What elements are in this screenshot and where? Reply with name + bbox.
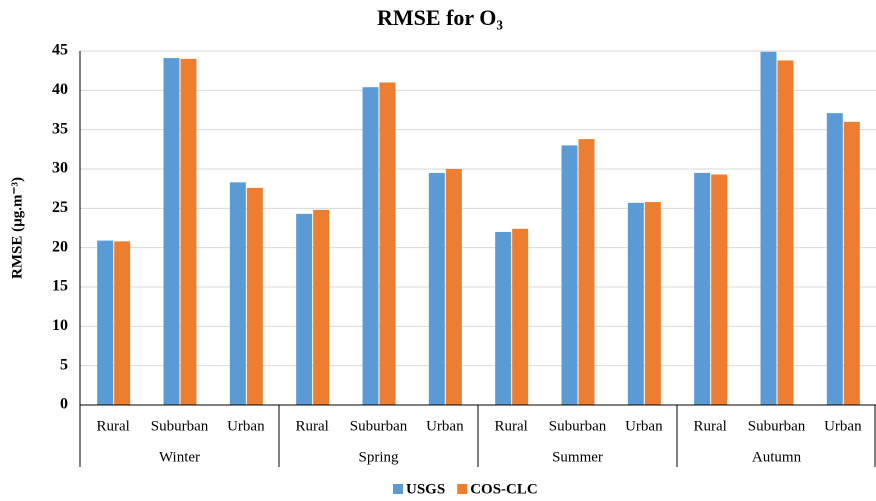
bar	[246, 187, 263, 405]
y-tick-label: 5	[60, 356, 68, 373]
group-label: Winter	[159, 449, 200, 465]
y-tick-label: 20	[52, 238, 68, 255]
bar	[578, 139, 595, 405]
x-tick-label: Suburban	[549, 418, 607, 434]
y-tick-label: 10	[52, 317, 68, 334]
y-tick-label: 0	[60, 396, 68, 413]
bar	[561, 145, 578, 405]
bar	[445, 169, 462, 405]
group-label: Spring	[358, 449, 399, 465]
bar	[362, 87, 379, 405]
x-tick-label: Rural	[296, 418, 329, 434]
y-tick-label: 35	[52, 120, 68, 137]
bar	[313, 209, 330, 405]
chart-title: RMSE for O₃	[377, 5, 503, 30]
bar	[694, 172, 711, 405]
bar	[114, 241, 131, 405]
x-tick-label: Suburban	[151, 418, 209, 434]
legend-swatch	[393, 484, 403, 494]
bar	[163, 58, 180, 406]
x-tick-label: Rural	[694, 418, 727, 434]
group-label: Summer	[552, 449, 603, 465]
y-tick-label: 30	[52, 160, 68, 177]
x-tick-label: Rural	[495, 418, 528, 434]
bar	[296, 213, 313, 405]
bar	[379, 82, 396, 405]
legend-label: COS-CLC	[470, 481, 538, 497]
bar	[495, 231, 512, 405]
bar	[760, 51, 777, 405]
x-tick-label: Urban	[227, 418, 265, 434]
x-tick-label: Urban	[426, 418, 464, 434]
bar	[777, 60, 794, 405]
x-tick-label: Urban	[625, 418, 663, 434]
x-tick-label: Urban	[824, 418, 862, 434]
bar	[843, 121, 860, 406]
y-tick-label: 45	[52, 42, 68, 59]
y-tick-label: 40	[52, 81, 68, 98]
legend-label: USGS	[406, 481, 445, 497]
bar	[627, 202, 644, 405]
bar	[180, 58, 197, 405]
x-tick-label: Suburban	[350, 418, 408, 434]
x-tick-label: Suburban	[748, 418, 806, 434]
bar	[711, 174, 728, 405]
legend-swatch	[457, 484, 468, 494]
bar	[644, 202, 661, 405]
x-tick-label: Rural	[97, 418, 130, 434]
y-tick-label: 25	[52, 199, 68, 216]
y-axis-label: RMSE (µg.m⁻³)	[9, 177, 25, 279]
y-tick-label: 15	[52, 278, 68, 295]
bar	[826, 113, 843, 405]
group-label: Autumn	[752, 449, 802, 465]
bar	[229, 182, 246, 405]
bar	[428, 172, 445, 405]
bar	[512, 228, 529, 405]
bar	[97, 240, 114, 405]
